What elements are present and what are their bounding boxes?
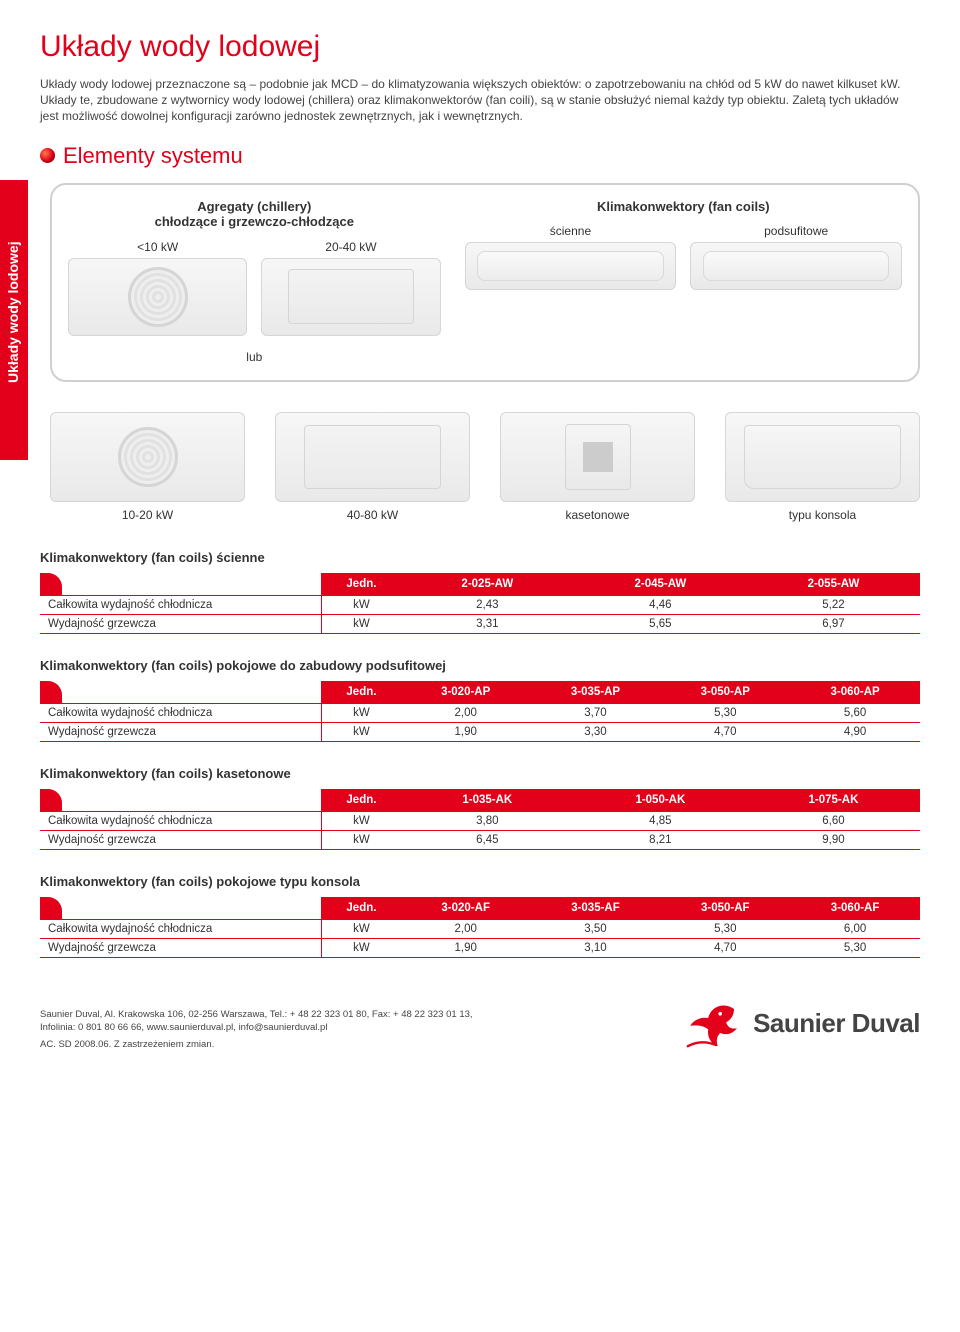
- brand-block: Saunier Duval: [683, 996, 920, 1052]
- footer: Saunier Duval, Al. Krakowska 106, 02-256…: [40, 996, 920, 1052]
- sidebar-strip: Układy wody lodowej: [0, 180, 28, 460]
- th-col: 2-045-AW: [574, 573, 747, 596]
- cap-lt10: <10 kW: [68, 240, 247, 254]
- table-title-konsola: Klimakonwektory (fan coils) pokojowe typ…: [40, 874, 920, 889]
- table-row: Wydajność grzewcza kW 1,90 3,30 4,70 4,9…: [40, 722, 920, 741]
- system-panel: Agregaty (chillery) chłodzące i grzewczo…: [50, 183, 920, 382]
- subtitle-row: Elementy systemu: [40, 143, 920, 169]
- bird-icon: [683, 996, 743, 1052]
- table-title-podsufit: Klimakonwektory (fan coils) pokojowe do …: [40, 658, 920, 673]
- table-row: Całkowita wydajność chłodnicza kW 2,00 3…: [40, 919, 920, 938]
- unit-image-40-80: [275, 412, 470, 502]
- intro-paragraph: Układy wody lodowej przeznaczone są – po…: [40, 76, 920, 125]
- footer-line2: Infolinia: 0 801 80 66 66, www.saunierdu…: [40, 1021, 473, 1034]
- fancoils-heading: Klimakonwektory (fan coils): [465, 199, 902, 215]
- cap-10-20: 10-20 kW: [50, 508, 245, 522]
- cap-kaseton: kasetonowe: [500, 508, 695, 522]
- table-title-scienne: Klimakonwektory (fan coils) ścienne: [40, 550, 920, 565]
- unit-image-10-20: [50, 412, 245, 502]
- th-blank: [40, 573, 322, 596]
- th-jedn: Jedn.: [322, 573, 401, 596]
- sidebar-label: Układy wody lodowej: [5, 253, 21, 383]
- th-col: 2-055-AW: [747, 573, 920, 596]
- brand-name: Saunier Duval: [753, 1008, 920, 1039]
- footer-line1: Saunier Duval, Al. Krakowska 106, 02-256…: [40, 1008, 473, 1021]
- bottom-row: 10-20 kW 40-80 kW kasetonowe typu konsol…: [50, 412, 920, 526]
- table-row: Całkowita wydajność chłodnicza kW 2,43 4…: [40, 595, 920, 614]
- table-scienne: Jedn. 2-025-AW 2-045-AW 2-055-AW Całkowi…: [40, 573, 920, 634]
- table-row: Wydajność grzewcza kW 6,45 8,21 9,90: [40, 830, 920, 849]
- unit-image-console: [725, 412, 920, 502]
- cap-konsola: typu konsola: [725, 508, 920, 522]
- table-title-kaseton: Klimakonwektory (fan coils) kasetonowe: [40, 766, 920, 781]
- unit-image-ceiling: [690, 242, 902, 290]
- unit-image-chiller-small: [68, 258, 247, 336]
- table-row: Wydajność grzewcza kW 1,90 3,10 4,70 5,3…: [40, 938, 920, 957]
- footer-line3: AC. SD 2008.06. Z zastrzeżeniem zmian.: [40, 1038, 473, 1051]
- unit-image-cassette: [500, 412, 695, 502]
- unit-image-chiller-medium: [261, 258, 440, 336]
- unit-image-wall: [465, 242, 677, 290]
- subtitle: Elementy systemu: [63, 143, 243, 169]
- label-lub: lub: [68, 350, 441, 364]
- table-row: Wydajność grzewcza kW 3,31 5,65 6,97: [40, 614, 920, 633]
- table-podsufit: Jedn. 3-020-AP 3-035-AP 3-050-AP 3-060-A…: [40, 681, 920, 742]
- table-row: Całkowita wydajność chłodnicza kW 3,80 4…: [40, 811, 920, 830]
- cap-40-80: 40-80 kW: [275, 508, 470, 522]
- table-row: Całkowita wydajność chłodnicza kW 2,00 3…: [40, 703, 920, 722]
- page-title: Układy wody lodowej: [40, 30, 920, 64]
- cap-20-40: 20-40 kW: [261, 240, 440, 254]
- table-konsola: Jedn. 3-020-AF 3-035-AF 3-050-AF 3-060-A…: [40, 897, 920, 958]
- bullet-icon: [40, 148, 55, 163]
- cap-podsufit: podsufitowe: [690, 224, 902, 238]
- chillers-heading: Agregaty (chillery) chłodzące i grzewczo…: [68, 199, 441, 230]
- table-kaseton: Jedn. 1-035-AK 1-050-AK 1-075-AK Całkowi…: [40, 789, 920, 850]
- th-col: 2-025-AW: [401, 573, 574, 596]
- cap-scienne: ścienne: [465, 224, 677, 238]
